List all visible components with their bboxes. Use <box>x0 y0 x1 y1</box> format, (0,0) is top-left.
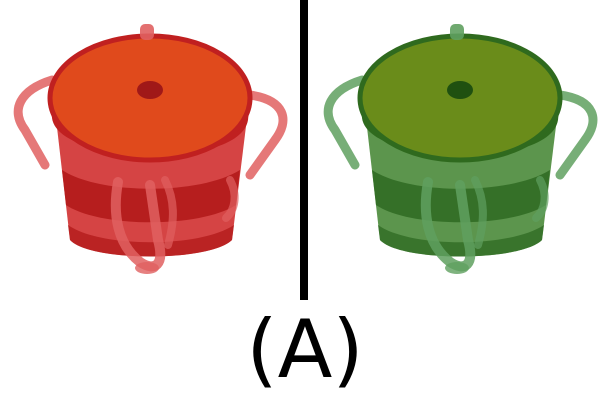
green-bucket-icon <box>323 24 598 274</box>
panel-divider <box>300 0 308 300</box>
figure-caption: (A) <box>246 303 364 396</box>
red-bucket-icon <box>13 24 288 274</box>
red-bucket-panel <box>0 0 300 300</box>
green-bucket-panel <box>310 0 610 300</box>
